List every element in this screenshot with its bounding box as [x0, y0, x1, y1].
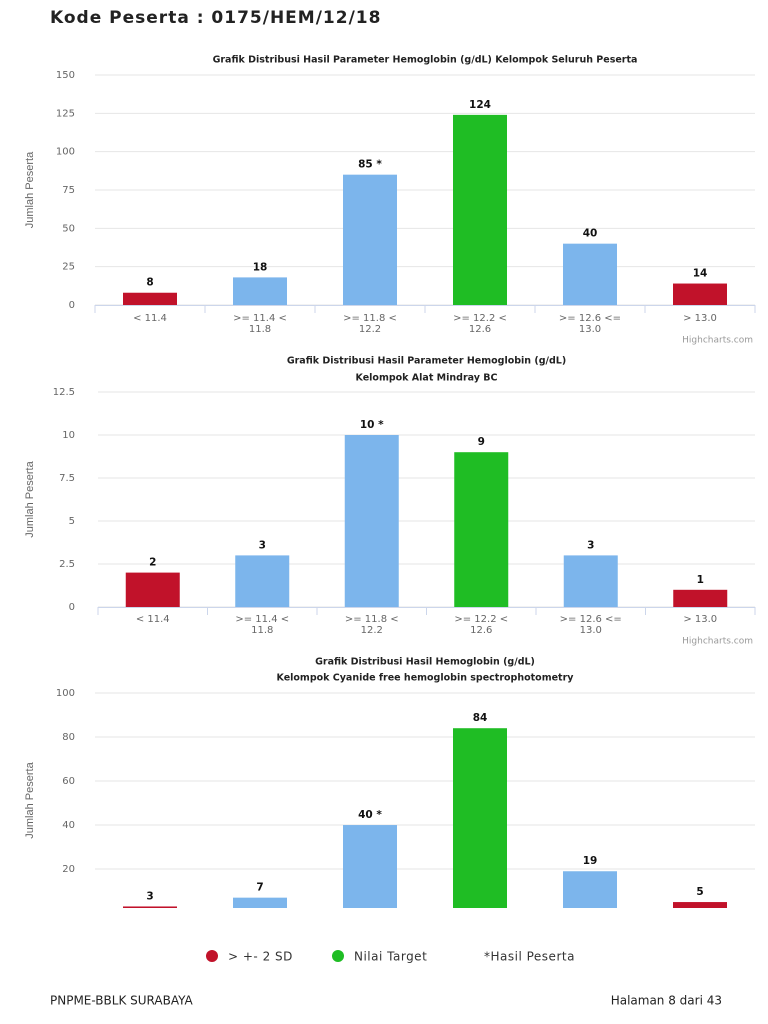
y-tick-label: 7.5: [59, 473, 75, 484]
data-label: 2: [149, 557, 156, 569]
bar: [235, 555, 290, 607]
x-tick-label: 11.8: [251, 625, 273, 636]
x-tick-label: >= 12.2 <: [453, 313, 507, 324]
bar: [123, 906, 177, 908]
bar: [673, 589, 728, 607]
data-label: 10 *: [360, 419, 384, 431]
bar: [233, 897, 287, 908]
x-tick-label: < 11.4: [136, 614, 170, 625]
y-tick-label: 0: [69, 300, 75, 311]
legend-marker: [332, 950, 344, 962]
y-tick-label: 125: [56, 108, 75, 119]
data-label: 8: [146, 277, 153, 289]
bar: [673, 902, 727, 908]
x-tick-label: >= 12.6 <=: [559, 313, 621, 324]
x-tick-label: >= 12.6 <=: [560, 614, 622, 625]
data-label: 3: [146, 890, 153, 902]
chart-title: Grafik Distribusi Hasil Parameter Hemogl…: [213, 55, 638, 66]
bar: [343, 174, 397, 305]
y-tick-label: 20: [62, 864, 75, 875]
x-tick-label: >= 12.2 <: [454, 614, 508, 625]
y-tick-label: 12.5: [53, 387, 75, 398]
y-tick-label: 10: [62, 430, 75, 441]
y-tick-label: 5: [69, 516, 75, 527]
legend-label: > +- 2 SD: [228, 950, 293, 964]
bar: [563, 871, 617, 908]
y-tick-label: 80: [62, 732, 75, 743]
y-tick-label: 0: [69, 602, 75, 613]
bar: [125, 572, 180, 607]
data-label: 5: [696, 886, 703, 898]
y-tick-label: 25: [62, 262, 75, 273]
legend-marker: [206, 950, 218, 962]
y-axis-label: Jumlah Peserta: [24, 761, 36, 838]
data-label: 19: [583, 855, 598, 867]
bar: [453, 728, 507, 908]
data-label: 84: [473, 712, 488, 724]
x-tick-label: 13.0: [579, 324, 601, 335]
x-tick-label: >= 11.8 <: [345, 614, 399, 625]
bar: [563, 243, 617, 305]
bar: [123, 292, 177, 305]
data-label: 124: [469, 99, 491, 111]
bar: [563, 555, 618, 607]
data-label: 14: [693, 268, 708, 280]
x-tick-label: >= 11.4 <: [233, 313, 287, 324]
data-label: 85 *: [358, 159, 382, 171]
data-label: 9: [478, 436, 485, 448]
x-tick-label: 12.2: [361, 625, 383, 636]
x-tick-label: 13.0: [580, 625, 602, 636]
x-tick-label: > 13.0: [683, 614, 717, 625]
data-label: 40 *: [358, 809, 382, 821]
y-tick-label: 60: [62, 776, 75, 787]
data-label: 3: [587, 539, 594, 551]
chart-subtitle: Kelompok Cyanide free hemoglobin spectro…: [277, 673, 575, 684]
page-title: Kode Peserta : 0175/HEM/12/18: [50, 8, 381, 28]
chart-title: Grafik Distribusi Hasil Parameter Hemogl…: [287, 356, 566, 367]
y-tick-label: 100: [56, 147, 75, 158]
data-label: 40: [583, 228, 598, 240]
y-axis-label: Jumlah Peserta: [24, 151, 36, 228]
chart-title: Grafik Distribusi Hasil Hemoglobin (g/dL…: [315, 657, 535, 668]
legend-label: *Hasil Peserta: [484, 950, 575, 964]
y-axis-label: Jumlah Peserta: [24, 460, 36, 537]
bar: [233, 277, 287, 305]
bar: [343, 825, 397, 908]
y-tick-label: 50: [62, 223, 75, 234]
legend-label: Nilai Target: [354, 950, 427, 964]
data-label: 18: [253, 261, 268, 273]
y-tick-label: 75: [62, 185, 75, 196]
x-tick-label: >= 11.4 <: [235, 614, 289, 625]
credits: Highcharts.com: [682, 637, 753, 647]
y-tick-label: 40: [62, 820, 75, 831]
footer-right: Halaman 8 dari 43: [611, 994, 722, 1008]
x-tick-label: > 13.0: [683, 313, 717, 324]
bar: [453, 114, 507, 305]
data-label: 7: [256, 882, 263, 894]
bar: [344, 435, 399, 607]
x-tick-label: 11.8: [249, 324, 271, 335]
y-tick-label: 150: [56, 70, 75, 81]
x-tick-label: 12.6: [470, 625, 492, 636]
credits: Highcharts.com: [682, 336, 753, 346]
footer-left: PNPME-BBLK SURABAYA: [50, 994, 193, 1008]
data-label: 3: [259, 539, 266, 551]
data-label: 1: [697, 574, 704, 586]
x-tick-label: 12.6: [469, 324, 491, 335]
x-tick-label: >= 11.8 <: [343, 313, 397, 324]
x-tick-label: < 11.4: [133, 313, 167, 324]
x-tick-label: 12.2: [359, 324, 381, 335]
y-tick-label: 2.5: [59, 559, 75, 570]
y-tick-label: 100: [56, 688, 75, 699]
chart-subtitle: Kelompok Alat Mindray BC: [356, 373, 498, 384]
bar: [673, 283, 727, 305]
bar: [454, 452, 509, 607]
